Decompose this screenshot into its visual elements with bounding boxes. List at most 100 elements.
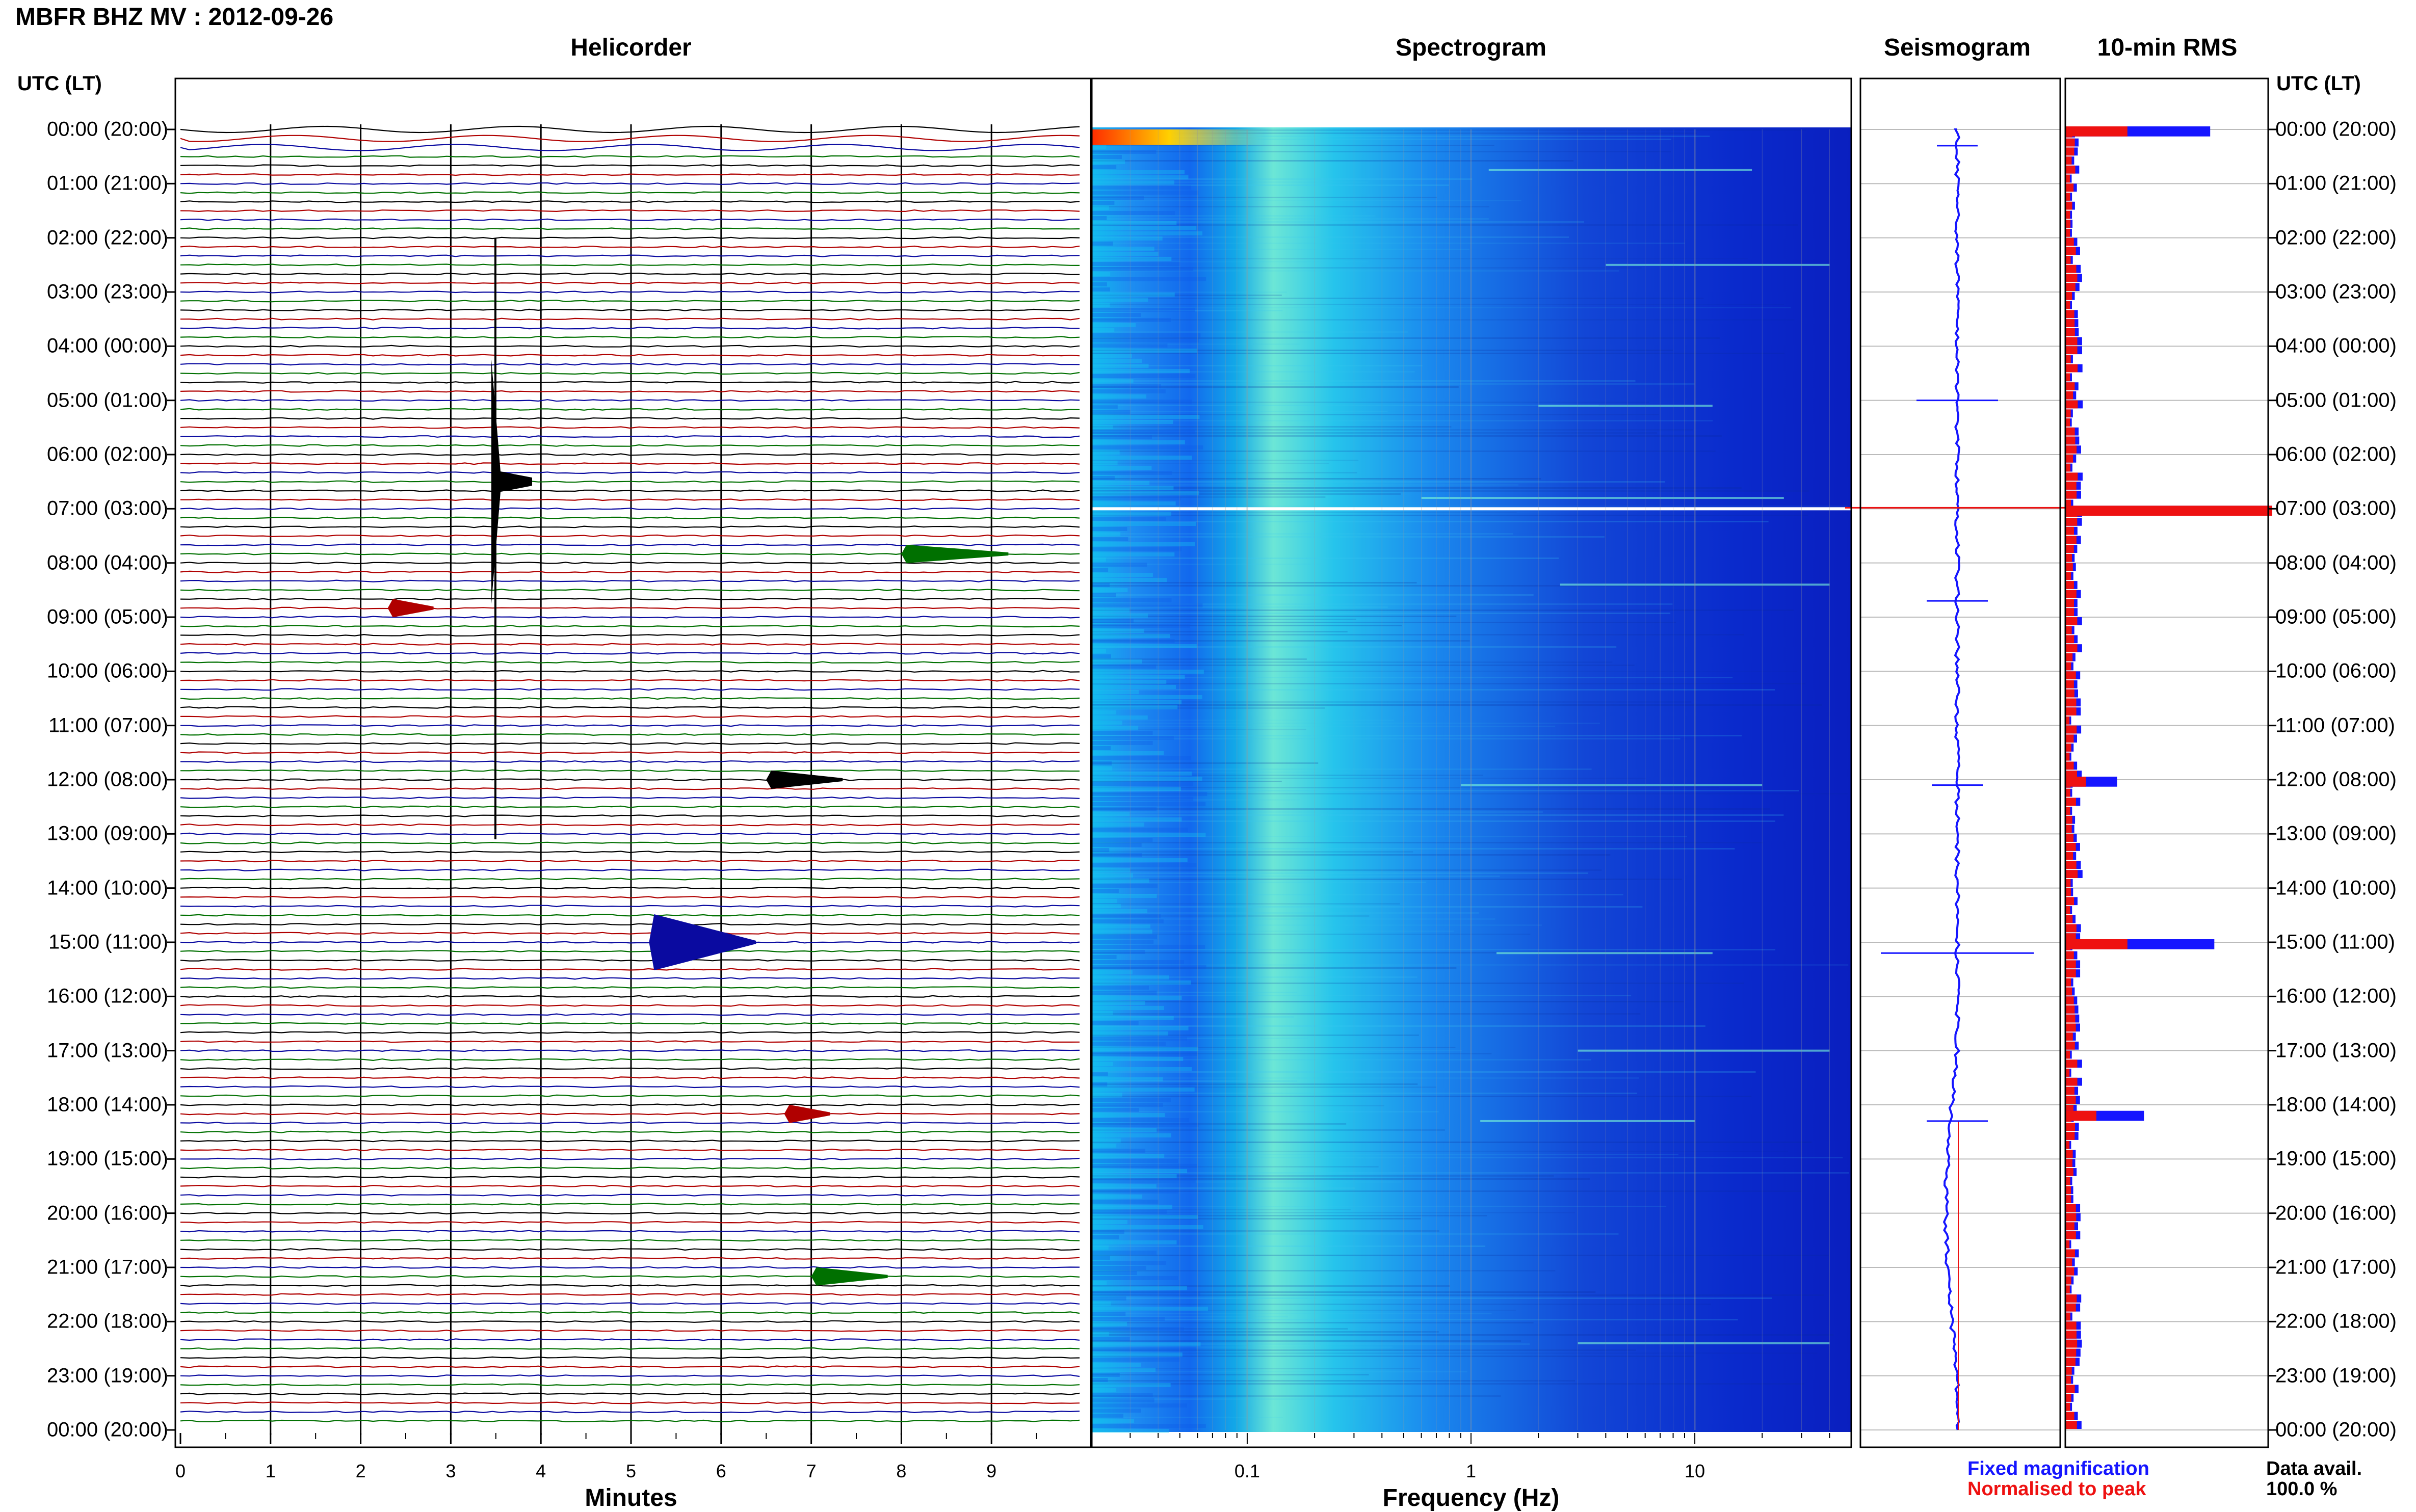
spectrogram-lowfreq-block [1091,1082,1108,1086]
spectrogram-lowfreq-block [1091,843,1142,847]
time-label-left: 00:00 (20:00) [47,118,168,141]
spectrogram-band [1091,876,1500,877]
helicorder-trace [180,1266,1080,1269]
spectrogram-lowfreq-block [1091,644,1197,648]
helicorder-trace [180,399,1080,402]
helicorder-trace [180,950,1080,953]
spectrogram-lowfreq-block [1091,828,1188,832]
helicorder-trace [180,1130,1080,1133]
time-label-left: 14:00 (10:00) [47,877,168,899]
spectrogram-lowfreq-block [1091,838,1153,842]
frequency-tick-label: 1 [1465,1461,1477,1481]
spectrogram-lowfreq-block [1091,731,1153,735]
spectrogram-lowfreq-block [1091,817,1182,821]
spectrogram-band [1091,1270,1556,1271]
rms-bar-normalised [2065,1285,2070,1294]
spectrogram-lowfreq-block [1091,512,1172,516]
spectrogram-lowfreq-block [1091,858,1188,862]
spectrogram-lowfreq-block [1091,792,1207,796]
spectrogram-lowfreq-block [1091,257,1172,261]
time-label-right: 19:00 (15:00) [2275,1147,2397,1170]
spectrogram-band [1091,243,1685,244]
spectrogram-band [1091,606,1388,608]
rms-bar-normalised [2065,400,2078,409]
rms-bar-normalised [2065,843,2076,851]
rms-bar-normalised [2065,409,2071,418]
helicorder-trace [180,308,1080,312]
helicorder-trace [180,173,1080,176]
utc-lt-label-right: UTC (LT) [2276,72,2361,95]
spectrogram-lowfreq-block [1091,608,1130,613]
rms-bar-normalised [2065,1294,2077,1303]
helicorder-trace [180,597,1080,601]
spectrogram-lowfreq-block [1091,1006,1164,1010]
rms-bar-normalised [2065,1177,2070,1185]
spectrogram-band [1091,343,1300,345]
spectrogram-lowfreq-block [1091,191,1199,195]
rms-bar-normalised [2065,445,2077,454]
spectrogram-band [1091,1016,1294,1018]
helicorder-trace [180,1203,1080,1206]
time-label-left: 05:00 (01:00) [47,389,168,412]
rms-bar-normalised [2065,1023,2076,1032]
spectrogram-lowfreq-block [1091,1373,1120,1377]
data-avail-value: 100.0 % [2266,1478,2338,1500]
helicorder-trace [180,1302,1080,1305]
data-avail-label: Data avail. [2266,1458,2362,1479]
spectrogram-band [1091,603,1673,605]
rms-bar-normalised [2065,165,2076,174]
spectrogram-lowfreq-block [1091,517,1167,521]
rms-peak-normalised [2065,126,2128,137]
spectrogram-band [1091,723,1600,724]
rms-bar-normalised [2065,897,2074,906]
rms-bar-normalised [2065,418,2070,427]
spectrogram-lowfreq-block [1091,496,1181,500]
rms-bar-normalised [2065,815,2072,824]
spectrogram-band [1091,1025,1705,1027]
helicorder-trace [180,1221,1080,1224]
rms-bar-normalised [2065,283,2076,291]
rms-bar-normalised [2065,427,2075,436]
spectrogram-lowfreq-block [1091,675,1185,679]
spectrogram-band [1091,450,1716,452]
spectrogram-band [1091,484,1518,486]
spectrogram-band [1091,820,1775,822]
helicorder-trace [180,688,1080,691]
spectrogram-lowfreq-block [1091,338,1199,342]
spectrogram-band [1091,1206,1667,1207]
time-label-left: 00:00 (20:00) [47,1418,168,1441]
spectral-line [1480,1120,1695,1122]
spectrogram-lowfreq-block [1091,593,1116,597]
spectrogram-band [1091,1111,1439,1112]
rms-bar-normalised [2065,788,2070,797]
helicorder-trace [180,245,1080,249]
spectrogram-lowfreq-block [1091,960,1184,964]
spectrogram-band [1091,432,1658,434]
spectral-line [1606,263,1830,266]
time-label-right: 00:00 (20:00) [2275,1418,2397,1441]
spectrogram-band [1091,386,1459,388]
spectrogram-band [1091,836,1687,837]
spectrogram-lowfreq-block [1091,313,1141,317]
spectrogram-band [1091,677,1733,678]
spectrogram-lowfreq-block [1091,1220,1127,1224]
helicorder-trace [180,742,1080,745]
rms-bar-normalised [2065,1014,2076,1023]
legend-normalised-to-peak: Normalised to peak [1967,1478,2146,1500]
spectrogram-band [1091,1371,1467,1372]
minutes-tick-label: 4 [536,1461,546,1481]
rms-bar-normalised [2065,355,2071,363]
spectrogram-band [1091,671,1798,672]
helicorder-trace [180,706,1080,709]
spectrogram-band [1091,778,1646,779]
spectrogram-lowfreq-block [1091,389,1166,393]
spectrogram-band [1091,992,1297,993]
spectrogram-lowfreq-block [1091,970,1133,974]
spectrogram-lowfreq-block [1091,766,1113,771]
spectrogram-band [1091,206,1489,207]
helicorder-trace [180,507,1080,510]
spectrogram-band [1091,506,1848,507]
spectrogram-band [1091,420,1713,421]
spectrogram-band [1091,1343,1530,1345]
spectrogram-lowfreq-block [1091,1363,1141,1367]
